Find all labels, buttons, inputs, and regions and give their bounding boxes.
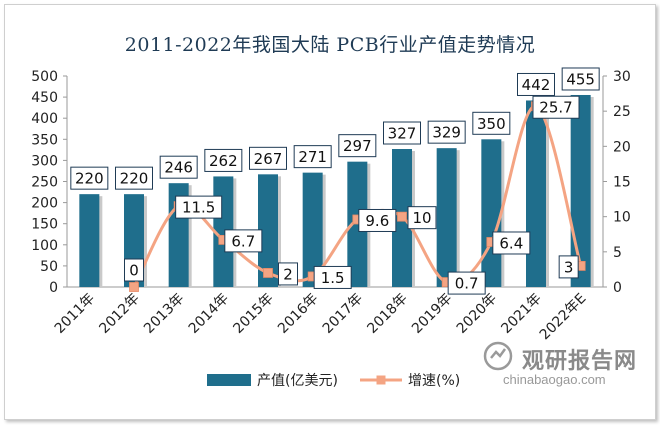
bar-data-label-box (472, 111, 511, 135)
watermark-brand: 观研报告网 (522, 349, 638, 374)
bar (436, 148, 457, 287)
left-axis-tick-label: 400 (31, 111, 58, 127)
growth-data-label-box (313, 265, 352, 289)
bar-data-label-box (204, 148, 243, 172)
growth-point (397, 211, 407, 222)
watermark-site: chinabaogao.com (503, 372, 606, 387)
x-tick-label: 2014年 (186, 291, 232, 337)
bar (481, 139, 502, 287)
left-axis-tick-label: 0 (49, 280, 58, 296)
right-axis-tick-label: 10 (613, 210, 631, 226)
bar-data-label-box (293, 145, 332, 169)
x-tick-label: 2011年 (52, 291, 98, 337)
growth-data-label: 9.6 (365, 212, 389, 230)
right-axis-tick-label: 5 (613, 245, 622, 261)
bar-data-label-box (383, 121, 421, 145)
growth-point (129, 282, 139, 292)
bar-data-label: 220 (120, 170, 149, 188)
bar (258, 174, 278, 287)
left-axis-tick-label: 50 (40, 259, 58, 275)
bar-data-label-box (249, 146, 287, 170)
legend-line-marker (376, 375, 386, 385)
right-axis-tick-label: 15 (613, 175, 631, 191)
chart-title: 2011-2022年我国大陆 PCB行业产值走势情况 (124, 34, 536, 56)
growth-data-label: 2 (283, 265, 293, 283)
growth-data-label-box (224, 229, 263, 253)
growth-data-label: 6.7 (231, 232, 255, 250)
bar-data-label: 350 (477, 115, 506, 133)
x-tick-label: 2017年 (320, 291, 366, 337)
bar-data-label: 271 (298, 148, 327, 166)
growth-data-label-box (175, 195, 223, 219)
bar-data-label: 267 (254, 150, 283, 168)
growth-data-label-box (278, 262, 298, 286)
right-axis-tick-label: 30 (613, 69, 631, 85)
growth-data-label: 11.5 (182, 199, 215, 217)
growth-data-label: 1.5 (321, 269, 345, 287)
x-tick-label: 2018年 (364, 291, 410, 337)
growth-data-label: 25.7 (539, 99, 572, 117)
x-tick-label: 2019年 (409, 291, 455, 337)
left-axis-tick-label: 100 (31, 238, 58, 254)
right-axis-tick-label: 25 (613, 104, 631, 120)
growth-data-label-box (407, 206, 437, 230)
bar-data-label-box (517, 72, 555, 96)
bar-data-label: 327 (388, 125, 417, 143)
watermark-logo-icon (483, 341, 513, 371)
left-axis-tick-label: 200 (31, 196, 58, 212)
bar-data-label: 262 (209, 152, 238, 170)
legend-line-label: 增速(%) (408, 373, 460, 389)
x-tick-label: 2016年 (275, 291, 321, 337)
bar-data-label-box (115, 166, 153, 190)
left-axis-tick-label: 250 (31, 175, 58, 191)
bar-data-label-box (70, 166, 109, 190)
growth-data-label-box (447, 271, 486, 295)
left-axis-tick-label: 150 (31, 217, 58, 233)
bar (79, 194, 100, 287)
bar-data-label: 220 (75, 170, 104, 188)
x-tick-label: 2013年 (141, 291, 187, 337)
bar-data-label: 442 (522, 76, 551, 94)
bar-data-label-box (427, 120, 466, 144)
left-axis-tick-label: 350 (31, 132, 58, 148)
x-tick-label: 2020年 (454, 291, 500, 337)
bar-data-label: 246 (164, 159, 193, 177)
bar-data-label: 329 (432, 124, 461, 142)
bar-data-label-box (338, 134, 377, 158)
bar-data-label-box (561, 67, 600, 91)
growth-data-label: 6.4 (499, 234, 523, 252)
growth-data-label: 0 (129, 262, 139, 280)
right-axis-tick-label: 20 (613, 139, 631, 155)
x-tick-label: 2015年 (230, 291, 276, 337)
legend-bar-swatch (207, 374, 251, 386)
bar-data-label: 455 (566, 70, 595, 88)
left-axis-tick-label: 450 (31, 90, 58, 106)
bar (302, 172, 323, 287)
left-axis-tick-label: 300 (31, 153, 58, 169)
x-tick-label: 2012年 (96, 291, 142, 337)
growth-data-label-box (558, 255, 579, 279)
growth-data-label: 0.7 (455, 275, 479, 293)
bar (526, 100, 546, 287)
right-axis-tick-label: 0 (613, 280, 622, 296)
growth-data-label-box (532, 95, 580, 119)
growth-data-label: 3 (564, 258, 574, 276)
legend-bar-label: 产值(亿美元) (257, 373, 338, 389)
growth-data-label-box (492, 231, 531, 255)
bar-data-label: 297 (343, 137, 372, 155)
growth-data-label-box (124, 258, 144, 282)
bar-data-label-box (159, 155, 198, 179)
growth-data-label: 10 (412, 209, 431, 227)
growth-data-label-box (358, 208, 397, 232)
left-axis-tick-label: 500 (31, 69, 58, 85)
x-tick-label: 2022年E (537, 291, 590, 344)
growth-point (263, 268, 273, 278)
